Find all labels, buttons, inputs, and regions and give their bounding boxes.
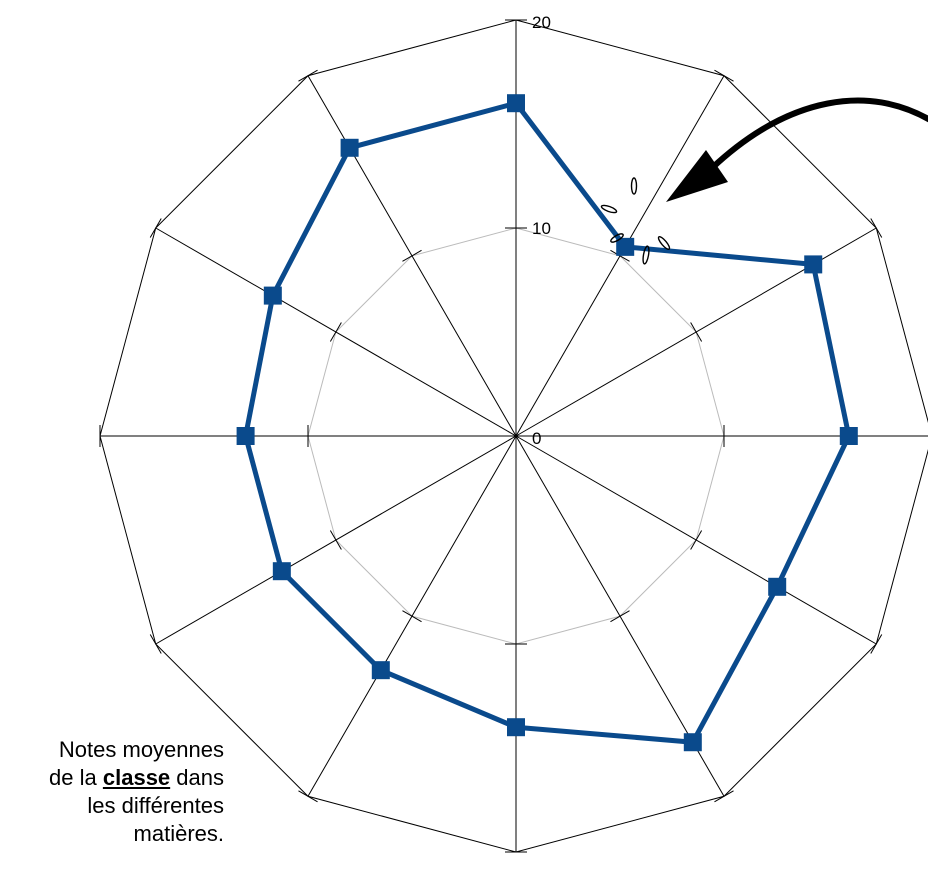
data-point-9 [236, 427, 255, 445]
series-average-grades [236, 94, 858, 752]
arrow-head-icon [666, 150, 728, 202]
data-point-7 [371, 661, 390, 680]
series-line [243, 100, 852, 745]
data-point-3 [839, 427, 858, 445]
tick-label-10: 10 [532, 219, 551, 238]
highlight-annotation [600, 97, 928, 265]
tick-20-7 [298, 790, 318, 803]
tick-10-11 [402, 249, 422, 262]
caption-line-2-post: dans [170, 765, 224, 790]
data-point-5 [683, 733, 702, 752]
data-point-10 [263, 286, 282, 305]
data-point-2 [804, 255, 823, 274]
tick-20-1 [714, 69, 734, 82]
tick-label-20: 20 [532, 13, 551, 32]
chart-caption: Notes moyennes de la classe dans les dif… [0, 736, 224, 848]
tick-10-7 [402, 610, 422, 623]
tick-10-1 [610, 249, 630, 262]
annotation-arrow-icon [709, 97, 928, 171]
data-point-11 [340, 138, 359, 157]
tick-20-11 [298, 69, 318, 82]
data-point-4 [768, 577, 787, 596]
tick-10-4 [690, 530, 703, 550]
sparkle-icon [600, 177, 671, 265]
tick-10-8 [329, 530, 342, 550]
data-point-1 [616, 237, 635, 256]
caption-line-2: de la classe dans [0, 764, 224, 792]
tick-20-4 [870, 634, 883, 654]
data-point-8 [272, 562, 291, 581]
caption-line-3: les différentes [87, 793, 224, 818]
tick-20-8 [149, 634, 162, 654]
caption-bold-word: classe [102, 765, 171, 790]
data-point-6 [507, 718, 525, 737]
data-point-0 [507, 94, 525, 113]
caption-line-1: Notes moyennes [58, 737, 224, 762]
tick-10-10 [329, 322, 342, 342]
caption-line-4: matières. [133, 821, 224, 846]
tick-20-2 [870, 218, 883, 238]
radar-ticks [99, 19, 883, 853]
caption-line-2-pre: de la [49, 765, 103, 790]
tick-20-5 [714, 790, 734, 803]
tick-10-2 [690, 322, 703, 342]
tick-10-5 [610, 610, 630, 623]
tick-20-10 [149, 218, 162, 238]
tick-label-0: 0 [532, 429, 541, 448]
